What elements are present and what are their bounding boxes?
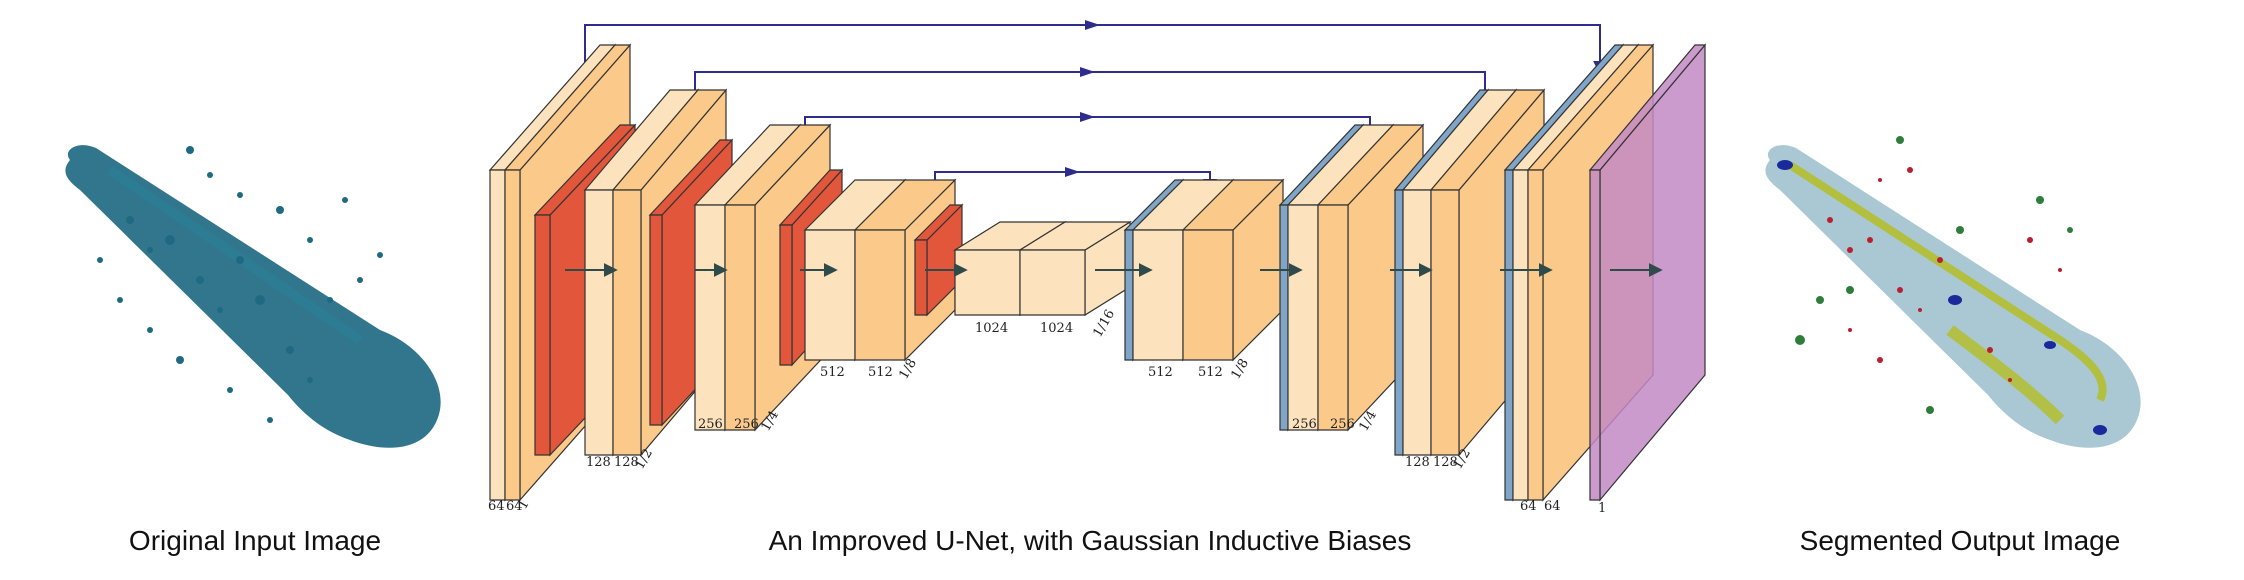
enc1-conv-a-front (489, 169, 506, 501)
dec4-label-b: 512 (1198, 365, 1223, 380)
enc3-label-b: 256 (734, 417, 759, 432)
enc2-label-b: 128 (614, 455, 639, 470)
skip-arrow-2-mid (1080, 67, 1095, 77)
dec3-label-a: 256 (1292, 417, 1317, 432)
enc2-pool-front (649, 214, 663, 426)
enc1-label-b: 64 (506, 499, 523, 514)
enc4-label-b: 512 (868, 365, 893, 380)
output-softmax-front (1589, 169, 1601, 501)
dec1-conv-a-front (1512, 169, 1529, 501)
bottleneck-label-scale: 1/16 (1090, 307, 1118, 340)
output-caption: Segmented Output Image (1799, 525, 2121, 556)
dec2-label-b: 128 (1433, 455, 1458, 470)
bottleneck-a-front (954, 249, 1021, 316)
dec4-up-front (1124, 229, 1134, 361)
dec1-label-a: 64 (1520, 499, 1537, 514)
dec4-conv-b-front (1182, 229, 1234, 361)
dec2-up-front (1394, 189, 1404, 456)
input-caption: Original Input Image (128, 525, 382, 556)
skip-arrow-4-mid (1065, 167, 1080, 177)
dec3-up-front (1279, 204, 1289, 431)
enc2-conv-b-front (612, 189, 642, 456)
enc3-pool-front (779, 224, 793, 366)
enc1-label-a: 64 (488, 499, 505, 514)
dec1-conv-b-front (1527, 169, 1544, 501)
dec3-conv-b-front (1317, 204, 1349, 431)
network-blocks (488, 43, 1707, 502)
enc1-pool-front (534, 214, 551, 456)
skip-arrow-3-mid (1080, 112, 1095, 122)
enc4-pool-front (914, 239, 928, 316)
dimension-labels: 64 64 1 128 128 1/2 256 256 1/4 512 512 … (488, 307, 1606, 516)
enc4-conv-a-front (804, 229, 856, 361)
enc3-conv-a-front (694, 204, 726, 431)
dec3-conv-a-front (1287, 204, 1319, 431)
dec2-label-a: 128 (1405, 455, 1430, 470)
bottleneck-b-front (1019, 249, 1086, 316)
bottleneck-label-b: 1024 (1040, 321, 1073, 336)
skip-arrow-3 (798, 116, 1377, 158)
dec2-conv-a-front (1402, 189, 1432, 456)
network-caption: An Improved U-Net, with Gaussian Inducti… (768, 525, 1412, 556)
enc3-conv-b-front (724, 204, 756, 431)
dec2-conv-b-front (1430, 189, 1460, 456)
input-volume-icon (65, 145, 441, 448)
skip-arrow-1-mid (1085, 20, 1100, 30)
enc4-label-a: 512 (820, 365, 845, 380)
output-label: 1 (1598, 501, 1606, 516)
dec1-up-front (1504, 169, 1514, 501)
dec3-label-b: 256 (1330, 417, 1355, 432)
enc2-label-a: 128 (586, 455, 611, 470)
enc2-conv-a-front (584, 189, 614, 456)
dec1-label-b: 64 (1544, 499, 1561, 514)
bottleneck-label-a: 1024 (975, 321, 1008, 336)
enc1-conv-b-front (504, 169, 521, 501)
dec4-label-a: 512 (1148, 365, 1173, 380)
dec4-conv-a-front (1132, 229, 1184, 361)
segmented-volume-icon (1765, 136, 2141, 448)
enc4-conv-b-front (854, 229, 906, 361)
enc3-label-a: 256 (698, 417, 723, 432)
